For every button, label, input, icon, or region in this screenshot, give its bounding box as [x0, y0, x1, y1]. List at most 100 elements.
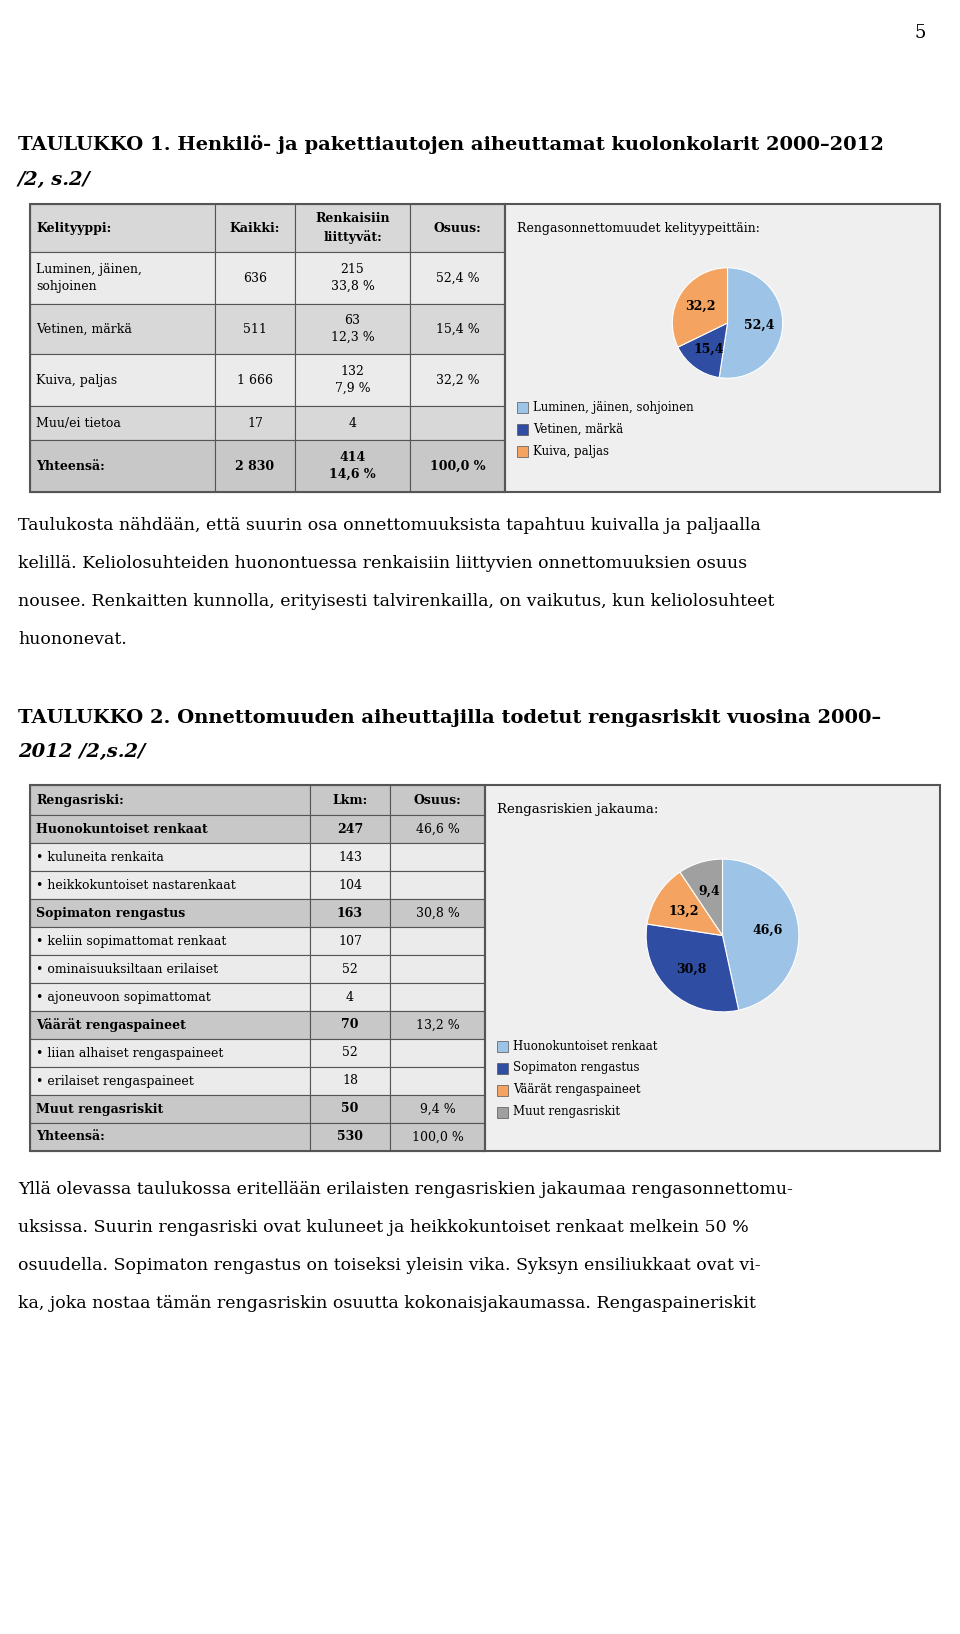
Text: 32,2 %: 32,2 %: [436, 374, 479, 387]
Text: 5: 5: [914, 25, 925, 42]
Bar: [30, 784, 485, 1150]
Text: Osuus:: Osuus:: [434, 222, 481, 235]
Text: 636: 636: [243, 271, 267, 284]
Text: 107: 107: [338, 935, 362, 948]
Text: Huonokuntoiset renkaat: Huonokuntoiset renkaat: [513, 1039, 658, 1052]
Text: 70: 70: [341, 1018, 359, 1031]
Text: 530: 530: [337, 1131, 363, 1144]
Text: 17: 17: [247, 417, 263, 430]
Bar: [390, 984, 485, 1011]
Text: TAULUKKO 1. Henkilö- ja pakettiautojen aiheuttamat kuolonkolarit 2000–2012: TAULUKKO 1. Henkilö- ja pakettiautojen a…: [18, 136, 884, 154]
Bar: [30, 843, 310, 871]
Text: 100,0 %: 100,0 %: [430, 459, 485, 472]
Bar: [310, 1123, 390, 1150]
Text: 1 666: 1 666: [237, 374, 273, 387]
Bar: [30, 815, 310, 843]
Text: 32,2: 32,2: [685, 299, 715, 312]
Bar: [497, 1085, 508, 1095]
Bar: [295, 252, 410, 304]
Text: Vetinen, märkä: Vetinen, märkä: [36, 322, 132, 335]
Text: 46,6 %: 46,6 %: [416, 822, 460, 835]
Text: Yhteensä:: Yhteensä:: [36, 1131, 105, 1144]
Wedge shape: [680, 859, 723, 936]
Text: 4: 4: [346, 990, 354, 1003]
Bar: [30, 440, 215, 492]
Bar: [410, 355, 505, 405]
Text: 46,6: 46,6: [753, 925, 783, 938]
Text: 2012 /2,s.2/: 2012 /2,s.2/: [18, 743, 145, 761]
Text: • kuluneita renkaita: • kuluneita renkaita: [36, 851, 164, 863]
Text: 163: 163: [337, 907, 363, 920]
Text: • liian alhaiset rengaspaineet: • liian alhaiset rengaspaineet: [36, 1046, 224, 1059]
Bar: [295, 355, 410, 405]
Bar: [485, 784, 940, 1150]
Bar: [390, 843, 485, 871]
Bar: [30, 252, 215, 304]
Text: 104: 104: [338, 879, 362, 892]
Bar: [410, 405, 505, 440]
Text: 2 830: 2 830: [235, 459, 275, 472]
Text: 9,4: 9,4: [698, 886, 720, 899]
Bar: [215, 355, 295, 405]
Bar: [310, 899, 390, 926]
Bar: [410, 304, 505, 355]
Text: Luminen, jäinen, sohjoinen: Luminen, jäinen, sohjoinen: [533, 400, 694, 413]
Text: Kaikki:: Kaikki:: [229, 222, 280, 235]
Bar: [310, 926, 390, 954]
Wedge shape: [646, 923, 738, 1011]
Text: /2, s.2/: /2, s.2/: [18, 172, 91, 190]
Bar: [215, 304, 295, 355]
Text: 511: 511: [243, 322, 267, 335]
Text: Taulukosta nähdään, että suurin osa onnettomuuksista tapahtuu kuivalla ja paljaa: Taulukosta nähdään, että suurin osa onne…: [18, 516, 760, 534]
Bar: [390, 926, 485, 954]
Bar: [497, 1041, 508, 1052]
Text: Muut rengasriskit: Muut rengasriskit: [36, 1103, 163, 1116]
Text: Väärät rengaspaineet: Väärät rengaspaineet: [513, 1083, 640, 1096]
Bar: [497, 1106, 508, 1118]
Text: Rengasonnettomuudet kelityypeittäin:: Rengasonnettomuudet kelityypeittäin:: [517, 222, 760, 235]
Text: huononevat.: huononevat.: [18, 631, 127, 649]
Bar: [310, 984, 390, 1011]
Text: 132
7,9 %: 132 7,9 %: [335, 366, 371, 395]
Bar: [30, 1039, 310, 1067]
Bar: [310, 1011, 390, 1039]
Text: 18: 18: [342, 1075, 358, 1088]
Bar: [295, 405, 410, 440]
Text: Muut rengasriskit: Muut rengasriskit: [513, 1106, 620, 1119]
Text: Rengasriski:: Rengasriski:: [36, 794, 124, 807]
Bar: [497, 1062, 508, 1074]
Bar: [390, 1123, 485, 1150]
Text: uksissa. Suurin rengasriski ovat kuluneet ja heikkokuntoiset renkaat melkein 50 : uksissa. Suurin rengasriski ovat kulunee…: [18, 1219, 749, 1235]
Bar: [517, 402, 528, 412]
Text: 15,4 %: 15,4 %: [436, 322, 479, 335]
Text: Yllä olevassa taulukossa eritellään erilaisten rengasriskien jakaumaa rengasonne: Yllä olevassa taulukossa eritellään eril…: [18, 1181, 793, 1198]
Text: 63
12,3 %: 63 12,3 %: [330, 314, 374, 343]
Text: 414
14,6 %: 414 14,6 %: [329, 451, 375, 480]
Text: Yhteensä:: Yhteensä:: [36, 459, 105, 472]
Text: 15,4: 15,4: [693, 342, 724, 355]
Text: • ajoneuvoon sopimattomat: • ajoneuvoon sopimattomat: [36, 990, 211, 1003]
Text: Lkm:: Lkm:: [332, 794, 368, 807]
Text: osuudella. Sopimaton rengastus on toiseksi yleisin vika. Syksyn ensiliukkaat ova: osuudella. Sopimaton rengastus on toisek…: [18, 1257, 760, 1275]
Text: 13,2 %: 13,2 %: [416, 1018, 460, 1031]
Bar: [30, 1123, 310, 1150]
Bar: [410, 440, 505, 492]
Text: 143: 143: [338, 851, 362, 863]
Text: 215
33,8 %: 215 33,8 %: [330, 263, 374, 292]
Bar: [410, 252, 505, 304]
Text: kelillä. Keliolosuhteiden huonontuessa renkaisiin liittyvien onnettomuuksien osu: kelillä. Keliolosuhteiden huonontuessa r…: [18, 556, 747, 572]
Bar: [30, 355, 215, 405]
Bar: [30, 1095, 310, 1123]
Bar: [390, 1011, 485, 1039]
Text: 13,2: 13,2: [668, 905, 699, 917]
Text: 50: 50: [342, 1103, 359, 1116]
Bar: [215, 204, 295, 252]
Text: • ominaisuuksiltaan erilaiset: • ominaisuuksiltaan erilaiset: [36, 962, 218, 975]
Text: 30,8 %: 30,8 %: [416, 907, 460, 920]
Bar: [30, 1067, 310, 1095]
Text: Kelityyppi:: Kelityyppi:: [36, 222, 111, 235]
Bar: [30, 984, 310, 1011]
Bar: [215, 405, 295, 440]
Bar: [390, 784, 485, 815]
Bar: [390, 954, 485, 984]
